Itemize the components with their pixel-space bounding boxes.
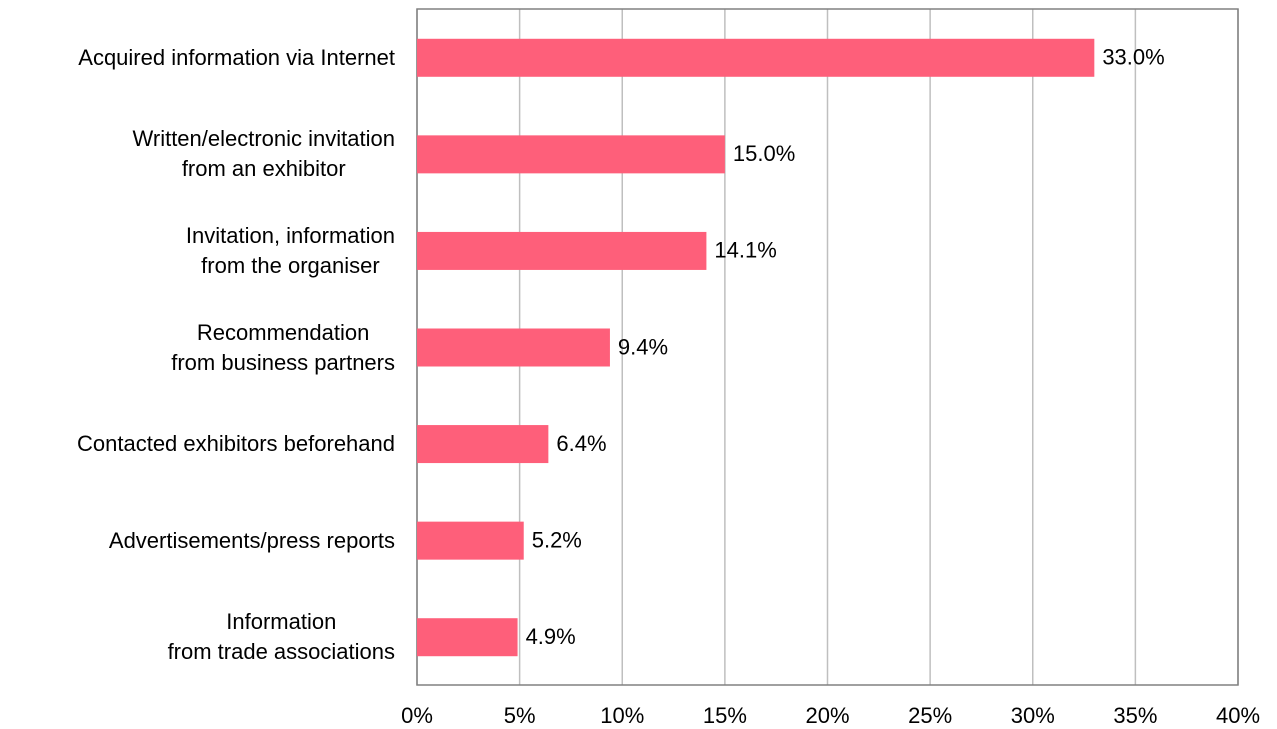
y-tick-label: Advertisements/press reports xyxy=(108,527,395,553)
x-tick-label: 35% xyxy=(1113,703,1157,728)
y-tick-label: Acquired information via Internet xyxy=(78,44,395,70)
y-tick-label: Recommendation from business partners xyxy=(171,319,395,375)
y-tick-label: Written/electronic invitation from an ex… xyxy=(132,126,396,182)
value-label: 15.0% xyxy=(733,141,795,166)
x-tick-label: 40% xyxy=(1216,703,1260,728)
bar xyxy=(417,231,707,270)
x-tick-label: 25% xyxy=(908,703,952,728)
x-tick-label: 10% xyxy=(600,703,644,728)
y-tick-label: Information from trade associations xyxy=(167,609,395,665)
x-tick-label: 15% xyxy=(703,703,747,728)
bar xyxy=(417,135,725,174)
bar xyxy=(417,328,610,367)
x-tick-label: 5% xyxy=(504,703,536,728)
bar xyxy=(417,425,549,464)
x-tick-label: 20% xyxy=(805,703,849,728)
value-label: 6.4% xyxy=(556,431,606,456)
bar xyxy=(417,521,524,560)
value-label: 33.0% xyxy=(1102,45,1164,70)
bar xyxy=(417,38,1095,77)
bar xyxy=(417,618,518,657)
y-tick-label: Contacted exhibitors beforehand xyxy=(77,431,395,457)
x-tick-label: 0% xyxy=(401,703,433,728)
x-tick-label: 30% xyxy=(1011,703,1055,728)
value-label: 5.2% xyxy=(532,527,582,552)
value-label: 4.9% xyxy=(526,624,576,649)
value-label: 9.4% xyxy=(618,334,668,359)
value-label: 14.1% xyxy=(714,238,776,263)
y-tick-label: Invitation, information from the organis… xyxy=(185,222,395,278)
